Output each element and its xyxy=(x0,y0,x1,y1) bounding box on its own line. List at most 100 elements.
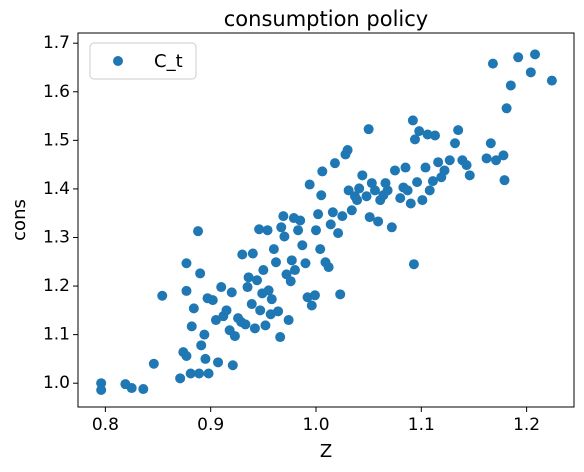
point xyxy=(255,305,266,316)
point xyxy=(203,368,214,379)
y-tick-label: 1.6 xyxy=(43,82,70,102)
point xyxy=(389,165,400,176)
point xyxy=(200,353,211,364)
point xyxy=(262,225,273,236)
point xyxy=(148,358,159,369)
point xyxy=(329,158,340,169)
point xyxy=(412,177,423,188)
point xyxy=(278,211,289,222)
point xyxy=(414,126,425,137)
point xyxy=(433,157,444,168)
plot-frame xyxy=(77,32,575,408)
point xyxy=(275,332,286,343)
point xyxy=(427,176,438,187)
point xyxy=(246,299,257,310)
point xyxy=(364,212,375,223)
point xyxy=(286,255,297,266)
point xyxy=(196,340,207,351)
point xyxy=(343,185,354,196)
point xyxy=(546,75,557,86)
point xyxy=(175,373,186,384)
point xyxy=(276,222,287,233)
point xyxy=(309,290,320,301)
point xyxy=(342,145,353,156)
y-axis-label: cons xyxy=(9,199,30,241)
y-tick-label: 1.7 xyxy=(43,33,70,53)
point xyxy=(382,185,393,196)
point xyxy=(453,125,464,136)
point xyxy=(424,185,435,196)
point xyxy=(352,195,363,206)
point xyxy=(315,244,326,255)
y-tick-label: 1.2 xyxy=(43,276,70,296)
y-tick-label: 1.1 xyxy=(43,325,70,345)
point xyxy=(194,368,205,379)
point xyxy=(293,225,304,236)
point xyxy=(402,185,413,196)
point xyxy=(229,331,240,342)
point xyxy=(444,155,455,166)
point xyxy=(254,224,265,235)
point xyxy=(199,329,210,340)
point xyxy=(213,357,224,368)
point xyxy=(361,191,372,202)
point xyxy=(285,276,296,287)
point xyxy=(304,179,315,190)
point xyxy=(420,162,431,173)
point xyxy=(337,211,348,222)
legend-box xyxy=(89,42,197,80)
x-tick-label: 0.8 xyxy=(92,415,119,435)
point xyxy=(249,323,260,334)
x-tick-label: 1.1 xyxy=(408,415,435,435)
y-tick-label: 1.5 xyxy=(43,130,70,150)
x-tick-label: 1.0 xyxy=(302,415,329,435)
x-axis-label: Z xyxy=(320,441,332,462)
point xyxy=(505,80,516,91)
point xyxy=(193,226,204,237)
point xyxy=(295,215,306,226)
point xyxy=(306,300,317,311)
point xyxy=(386,222,397,233)
point xyxy=(450,138,461,149)
point xyxy=(461,160,472,171)
point xyxy=(407,115,418,126)
point xyxy=(395,193,406,204)
point xyxy=(499,175,510,186)
point xyxy=(221,305,232,316)
point xyxy=(289,265,300,276)
point xyxy=(279,231,290,242)
point xyxy=(325,219,336,230)
point xyxy=(240,319,251,330)
point xyxy=(417,195,428,206)
point xyxy=(243,272,254,283)
point xyxy=(297,240,308,251)
point xyxy=(333,228,344,239)
point xyxy=(485,138,496,149)
point xyxy=(310,225,321,236)
legend-marker xyxy=(113,56,123,66)
point xyxy=(186,321,197,332)
point xyxy=(252,275,263,286)
point xyxy=(422,129,433,140)
point xyxy=(258,265,269,276)
point xyxy=(501,103,512,114)
point xyxy=(439,165,450,176)
point xyxy=(405,198,416,209)
point xyxy=(195,268,206,279)
point xyxy=(181,285,192,296)
chart-title: consumption policy xyxy=(224,7,428,31)
point xyxy=(530,49,541,60)
point xyxy=(263,285,274,296)
point xyxy=(400,162,411,173)
point xyxy=(226,287,237,298)
point xyxy=(464,170,475,181)
point xyxy=(227,360,238,371)
point xyxy=(369,185,380,196)
point xyxy=(283,315,294,326)
point xyxy=(354,183,365,194)
point xyxy=(126,383,137,394)
point xyxy=(242,282,253,293)
point xyxy=(247,248,258,259)
